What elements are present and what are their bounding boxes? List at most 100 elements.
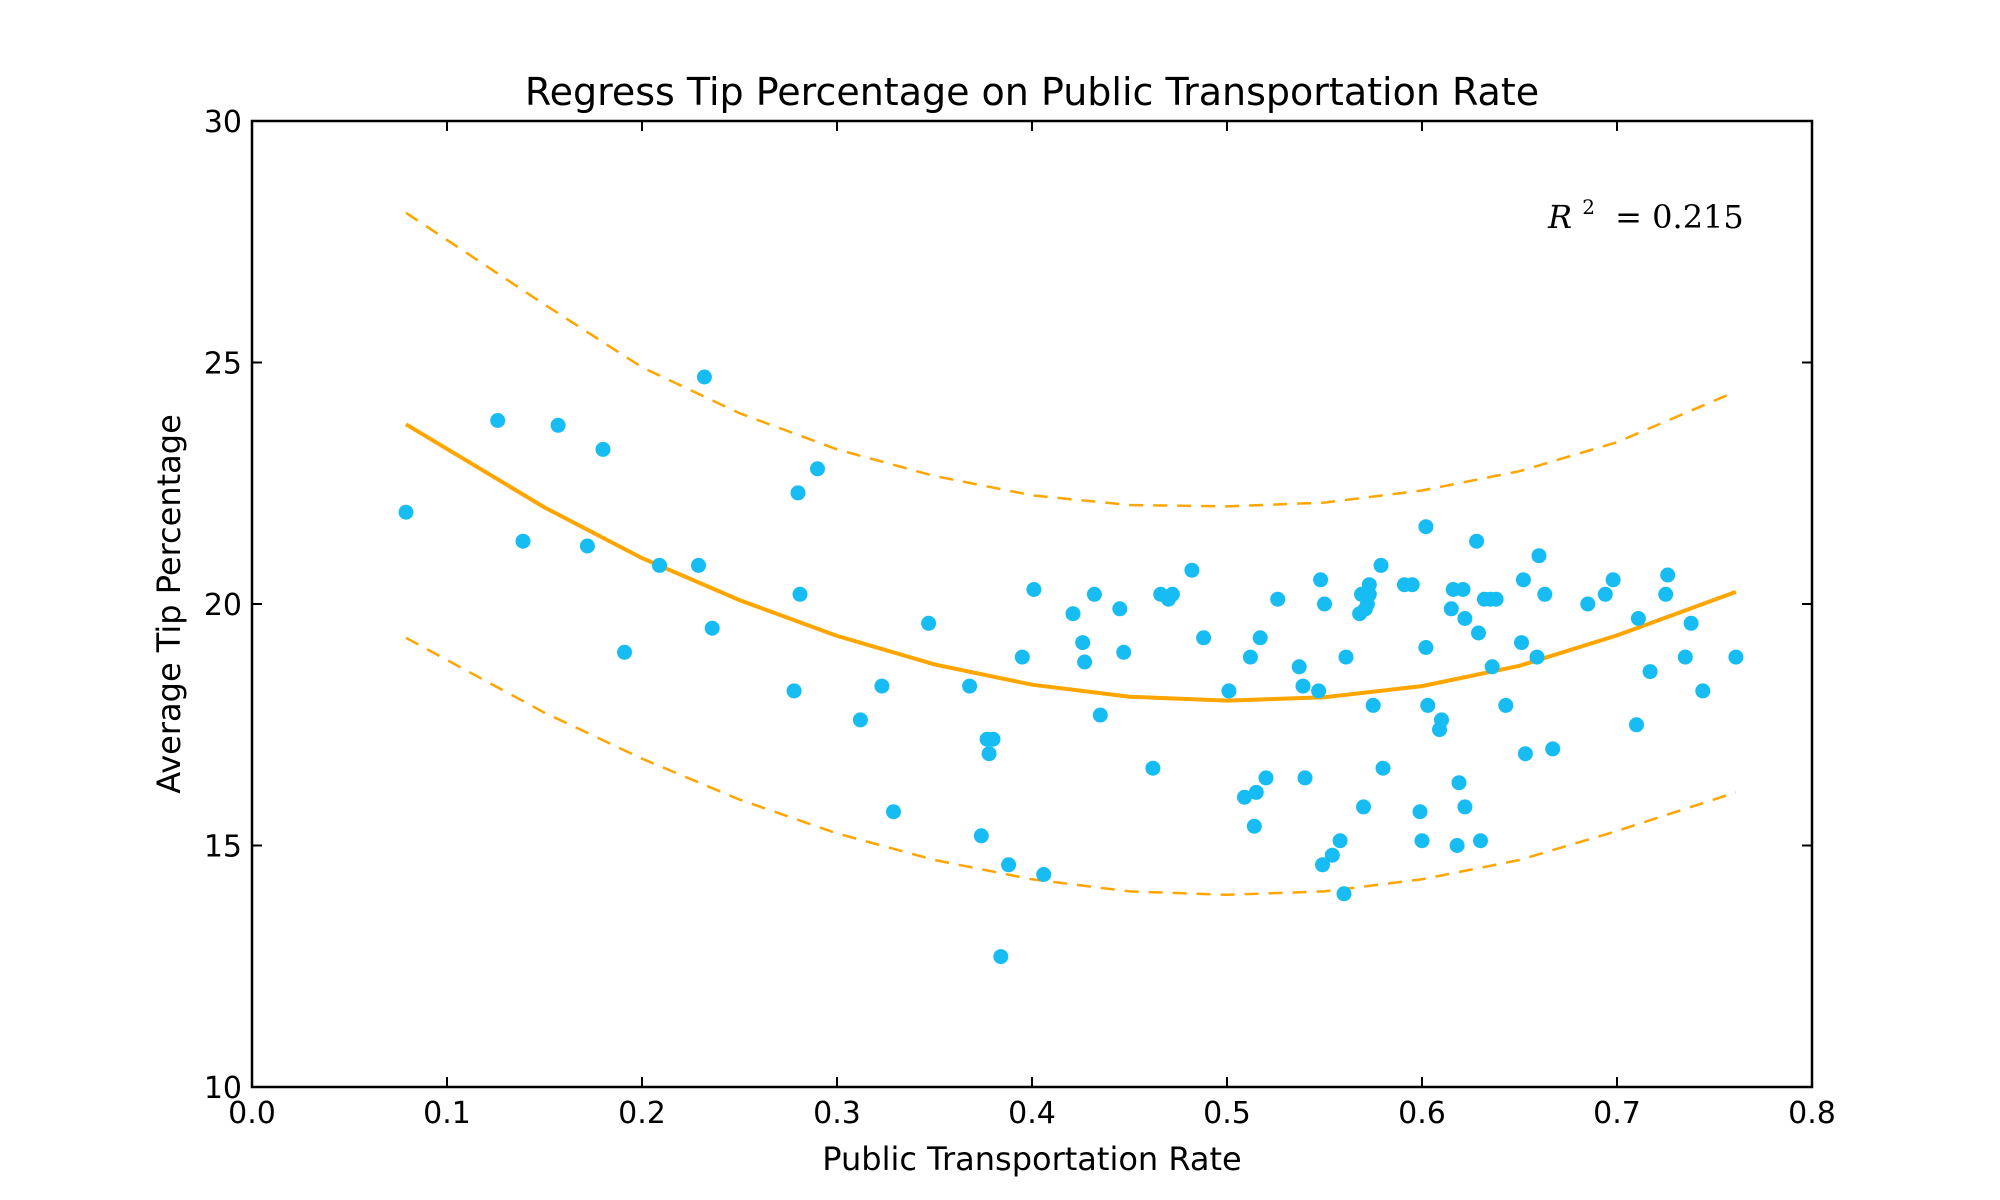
scatter-point xyxy=(792,586,808,602)
scatter-point xyxy=(1418,519,1434,535)
scatter-point xyxy=(1252,630,1268,646)
x-axis-label: Public Transportation Rate xyxy=(822,1140,1241,1178)
scatter-point xyxy=(1246,818,1262,834)
scatter-point xyxy=(1677,649,1693,665)
scatter-point xyxy=(1324,847,1340,863)
scatter-point xyxy=(1001,857,1017,873)
scatter-point xyxy=(1473,833,1488,849)
scatter-point xyxy=(1695,683,1711,699)
scatter-point xyxy=(1336,886,1352,902)
scatter-point xyxy=(1457,799,1473,815)
scatter-point xyxy=(1112,601,1128,617)
x-tick-label: 0.0 xyxy=(228,1096,276,1131)
scatter-point xyxy=(1356,799,1371,815)
confidence-band-line xyxy=(405,636,1737,897)
scatter-point xyxy=(1311,683,1327,699)
x-tick-label: 0.3 xyxy=(813,1096,861,1131)
scatter-point xyxy=(1414,833,1430,849)
scatter-point xyxy=(1434,712,1449,728)
r-squared-equals: = xyxy=(1615,198,1642,236)
scatter-point xyxy=(1270,591,1286,607)
r-squared-exponent: 2 xyxy=(1582,195,1595,219)
scatter-point xyxy=(1418,640,1434,655)
scatter-point xyxy=(1455,582,1471,597)
x-tick-label: 0.5 xyxy=(1203,1096,1251,1131)
scatter-point xyxy=(1332,833,1348,849)
scatter-point xyxy=(1315,857,1330,873)
scatter-point xyxy=(1457,611,1473,626)
scatter-point xyxy=(1514,635,1529,651)
x-tick-label: 0.2 xyxy=(618,1096,666,1131)
scatter-point xyxy=(1291,659,1307,675)
plot-area: 0.0 0.1 0.2 0.3 0.4 0.5 0.6 0.7 0.8 10 15 20 25 30 xyxy=(204,105,1836,1131)
scatter-point xyxy=(1498,697,1514,713)
x-tick-label: 0.4 xyxy=(1008,1096,1056,1131)
y-axis-label: Average Tip Percentage xyxy=(150,414,188,794)
scatter-point xyxy=(1237,789,1252,805)
scatter-point xyxy=(1484,659,1500,675)
confidence-band-line xyxy=(405,211,1737,508)
scatter-point xyxy=(1515,572,1531,588)
y-tick-label: 20 xyxy=(204,588,242,623)
scatter-point xyxy=(691,557,706,573)
scatter-point xyxy=(1242,649,1258,665)
scatter-point xyxy=(1065,606,1081,622)
scatter-point xyxy=(1365,697,1381,713)
scatter-point xyxy=(1529,649,1545,665)
scatter-point xyxy=(1531,548,1547,564)
scatter-point xyxy=(1537,586,1553,602)
scatter-point xyxy=(1597,586,1613,602)
x-tick-label: 0.7 xyxy=(1593,1096,1641,1131)
scatter-point xyxy=(1488,591,1504,607)
scatter-point xyxy=(1412,804,1428,820)
scatter-point xyxy=(1660,567,1676,583)
scatter-point xyxy=(1728,649,1744,665)
scatter-point xyxy=(790,485,806,501)
scatter-point xyxy=(1313,572,1329,588)
scatter-point xyxy=(1164,586,1180,602)
scatter-point xyxy=(1145,760,1161,776)
scatter-point xyxy=(1297,770,1313,786)
r-squared-annotation: R 2 = 0.215 xyxy=(1547,184,1744,236)
scatter-point xyxy=(704,620,720,636)
scatter-point xyxy=(810,461,825,477)
scatter-point xyxy=(1420,697,1436,713)
scatter-point xyxy=(1338,649,1354,665)
y-tick-label: 15 xyxy=(204,830,242,865)
scatter-point xyxy=(1014,649,1030,665)
scatter-point xyxy=(985,731,1001,747)
y-tick-label: 25 xyxy=(204,347,242,382)
scatter-point xyxy=(1605,572,1621,588)
scatter-point xyxy=(398,504,414,520)
scatter-point xyxy=(1404,577,1420,593)
scatter-point xyxy=(652,557,667,573)
scatter-point xyxy=(1317,596,1332,612)
scatter-point xyxy=(993,949,1009,965)
r-squared-value: 0.215 xyxy=(1652,198,1744,236)
scatter-point xyxy=(579,538,595,554)
scatter-point xyxy=(1373,557,1389,573)
scatter-point xyxy=(1580,596,1596,612)
scatter-point xyxy=(874,678,890,694)
scatter-point xyxy=(1295,678,1311,694)
scatter-point xyxy=(981,746,997,762)
scatter-point xyxy=(1075,635,1091,651)
scatter-point xyxy=(1248,784,1264,800)
x-tick-label: 0.1 xyxy=(423,1096,471,1131)
y-tick-label: 30 xyxy=(204,105,242,140)
scatter-point xyxy=(1642,664,1658,680)
scatter-point xyxy=(921,615,937,631)
scatter-point xyxy=(1221,683,1237,699)
scatter-point xyxy=(1116,644,1132,660)
scatter-point xyxy=(1361,577,1377,593)
x-tick-label: 0.6 xyxy=(1398,1096,1446,1131)
scatter-point xyxy=(1545,741,1561,757)
scatter-point xyxy=(852,712,868,728)
scatter-point xyxy=(1443,601,1459,617)
scatter-point xyxy=(1683,615,1699,631)
scatter-point xyxy=(1451,775,1467,791)
scatter-point xyxy=(1258,770,1274,786)
y-tick-label: 10 xyxy=(204,1071,242,1106)
